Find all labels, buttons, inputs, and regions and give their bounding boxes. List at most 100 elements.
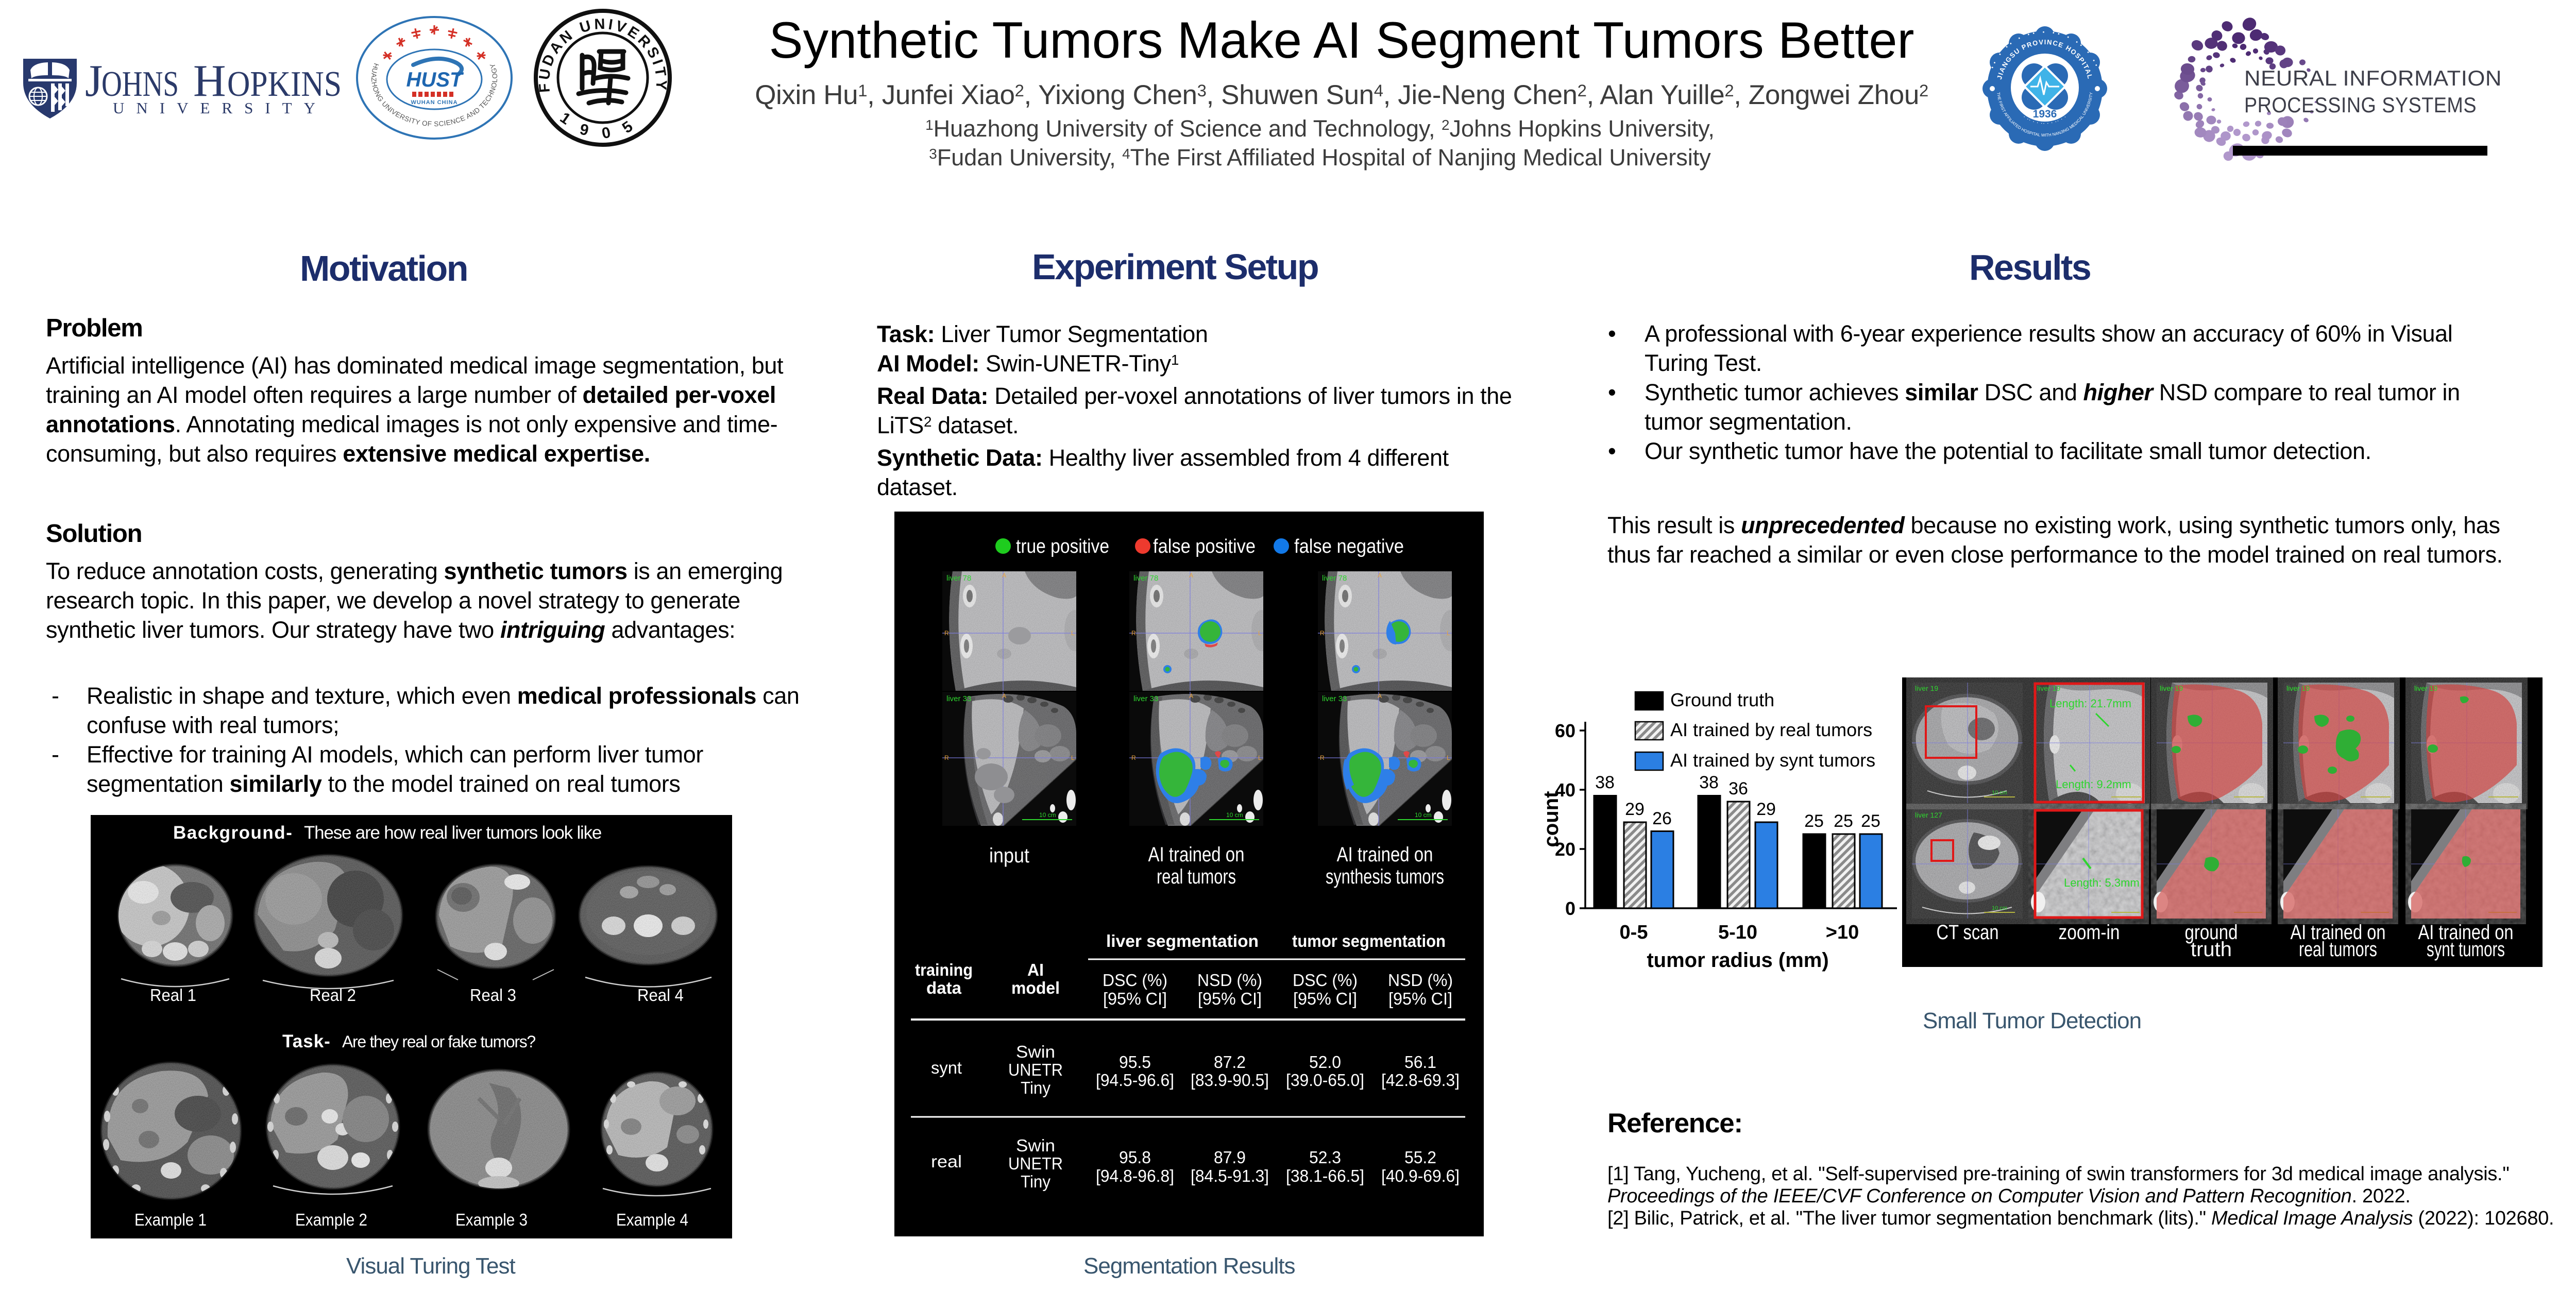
svg-text:AI trained by synt tumors: AI trained by synt tumors	[1670, 750, 1875, 771]
svg-text:87.9: 87.9	[1214, 1148, 1246, 1167]
svg-text:[38.1-66.5]: [38.1-66.5]	[1286, 1166, 1364, 1185]
svg-text:[84.5-91.3]: [84.5-91.3]	[1191, 1166, 1269, 1185]
svg-text:0-5: 0-5	[1620, 922, 1648, 943]
svg-text:real: real	[931, 1152, 962, 1171]
svg-text:95.8: 95.8	[1119, 1148, 1151, 1167]
svg-text:liver 127: liver 127	[1915, 811, 1942, 819]
svg-text:Real 2: Real 2	[310, 986, 356, 1005]
svg-text:HUST: HUST	[406, 69, 464, 91]
svg-text:Are they real or fake tumors?: Are they real or fake tumors?	[342, 1032, 535, 1051]
svg-text:Example 1: Example 1	[134, 1210, 207, 1229]
svg-text:AI: AI	[1027, 960, 1044, 979]
svg-text:UNETR: UNETR	[1008, 1060, 1063, 1079]
svg-text:Example 4: Example 4	[616, 1210, 688, 1229]
svg-text:PROCESSING SYSTEMS: PROCESSING SYSTEMS	[2244, 93, 2477, 117]
svg-text:AI trained on: AI trained on	[1337, 843, 1433, 866]
svg-text:[83.9-90.5]: [83.9-90.5]	[1191, 1071, 1269, 1090]
svg-text:36: 36	[1728, 779, 1748, 799]
svg-text:20: 20	[1555, 839, 1575, 860]
svg-text:zoom-in: zoom-in	[2059, 921, 2120, 944]
svg-text:[95% CI]: [95% CI]	[1388, 989, 1452, 1008]
svg-text:Length: 21.7mm: Length: 21.7mm	[2049, 697, 2131, 710]
svg-text:40: 40	[1555, 779, 1575, 801]
svg-text:NEURAL INFORMATION: NEURAL INFORMATION	[2244, 66, 2502, 90]
svg-text:false positive: false positive	[1153, 536, 1256, 557]
svg-text:false negative: false negative	[1294, 536, 1404, 557]
svg-text:[94.8-96.8]: [94.8-96.8]	[1096, 1166, 1174, 1185]
svg-text:Swin: Swin	[1016, 1042, 1055, 1061]
svg-text:UNIVERSITY: UNIVERSITY	[113, 99, 327, 117]
svg-text:56.1: 56.1	[1404, 1052, 1436, 1072]
svg-text:52.3: 52.3	[1309, 1148, 1341, 1167]
svg-text:87.2: 87.2	[1214, 1052, 1246, 1072]
svg-text:[40.9-69.6]: [40.9-69.6]	[1381, 1166, 1460, 1185]
svg-text:data: data	[926, 978, 962, 997]
svg-text:25: 25	[1861, 811, 1880, 831]
svg-text:10 cm: 10 cm	[1992, 790, 2007, 796]
svg-text:UNETR: UNETR	[1008, 1154, 1063, 1173]
svg-text:Real 1: Real 1	[150, 986, 196, 1005]
svg-text:AI trained on: AI trained on	[2418, 921, 2514, 944]
svg-text:tumor segmentation: tumor segmentation	[1292, 931, 1446, 950]
svg-text:38: 38	[1595, 773, 1615, 792]
svg-text:95.5: 95.5	[1119, 1052, 1151, 1072]
svg-text:Ground truth: Ground truth	[1670, 689, 1774, 710]
svg-text:26: 26	[1652, 809, 1672, 828]
svg-text:5-10: 5-10	[1718, 922, 1757, 943]
svg-text:NSD (%): NSD (%)	[1388, 971, 1453, 990]
svg-text:38: 38	[1699, 773, 1719, 792]
svg-text:model: model	[1011, 978, 1060, 997]
svg-text:Example 3: Example 3	[455, 1210, 528, 1229]
svg-text:OPKINS: OPKINS	[227, 64, 342, 104]
svg-text:true positive: true positive	[1016, 536, 1109, 557]
svg-text:real tumors: real tumors	[1157, 865, 1236, 888]
svg-text:synthesis tumors: synthesis tumors	[1326, 865, 1444, 888]
svg-text:OHNS: OHNS	[101, 64, 179, 104]
svg-text:truth: truth	[2191, 938, 2232, 961]
svg-text:synt: synt	[931, 1058, 962, 1077]
svg-text:[94.5-96.6]: [94.5-96.6]	[1096, 1071, 1174, 1090]
svg-text:[95% CI]: [95% CI]	[1103, 989, 1167, 1008]
svg-text:AI trained by real tumors: AI trained by real tumors	[1670, 719, 1872, 740]
svg-text:10 cm: 10 cm	[1992, 905, 2007, 911]
svg-text:Tiny: Tiny	[1021, 1172, 1050, 1191]
svg-text:60: 60	[1555, 720, 1575, 741]
svg-text:25: 25	[1834, 811, 1853, 831]
svg-text:29: 29	[1756, 800, 1776, 819]
svg-text:synt tumors: synt tumors	[2427, 938, 2505, 961]
svg-text:real tumors: real tumors	[2299, 938, 2377, 961]
svg-text:1936: 1936	[2033, 108, 2057, 120]
svg-text:H: H	[193, 56, 226, 106]
svg-text:J: J	[85, 56, 103, 106]
svg-text:These are how real liver tumor: These are how real liver tumors look lik…	[304, 823, 601, 843]
svg-text:[95% CI]: [95% CI]	[1198, 989, 1262, 1008]
svg-text:[42.8-69.3]: [42.8-69.3]	[1381, 1071, 1460, 1090]
svg-text:training: training	[915, 960, 973, 979]
svg-text:DSC (%): DSC (%)	[1103, 971, 1167, 990]
svg-text:25: 25	[1804, 811, 1824, 831]
svg-text:55.2: 55.2	[1404, 1148, 1436, 1167]
svg-text:Background-: Background-	[173, 823, 293, 843]
svg-text:[95% CI]: [95% CI]	[1293, 989, 1357, 1008]
svg-text:CT scan: CT scan	[1937, 921, 1999, 944]
svg-text:AI trained on: AI trained on	[1148, 843, 1245, 866]
svg-text:WUHAN CHINA: WUHAN CHINA	[411, 99, 457, 106]
svg-text:52.0: 52.0	[1309, 1052, 1341, 1072]
svg-text:Tiny: Tiny	[1021, 1078, 1050, 1097]
svg-text:DSC (%): DSC (%)	[1293, 971, 1358, 990]
svg-text:input: input	[989, 844, 1029, 867]
svg-text:Swin: Swin	[1016, 1136, 1055, 1155]
svg-text:Real 4: Real 4	[637, 986, 684, 1005]
svg-text:NSD (%): NSD (%)	[1197, 971, 1262, 990]
svg-text:Example 2: Example 2	[295, 1210, 367, 1229]
svg-text:Length: 5.3mm: Length: 5.3mm	[2064, 876, 2140, 889]
svg-text:[39.0-65.0]: [39.0-65.0]	[1286, 1071, 1364, 1090]
svg-text:ground: ground	[2185, 921, 2238, 944]
svg-text:liver 19: liver 19	[1915, 684, 1938, 692]
svg-text:Length: 9.2mm: Length: 9.2mm	[2056, 778, 2131, 791]
svg-text:0: 0	[1565, 898, 1575, 919]
svg-text:Real 3: Real 3	[470, 986, 516, 1005]
svg-text:Task-: Task-	[282, 1031, 331, 1051]
svg-text:AI trained on: AI trained on	[2291, 921, 2386, 944]
svg-text:liver segmentation: liver segmentation	[1106, 931, 1259, 950]
